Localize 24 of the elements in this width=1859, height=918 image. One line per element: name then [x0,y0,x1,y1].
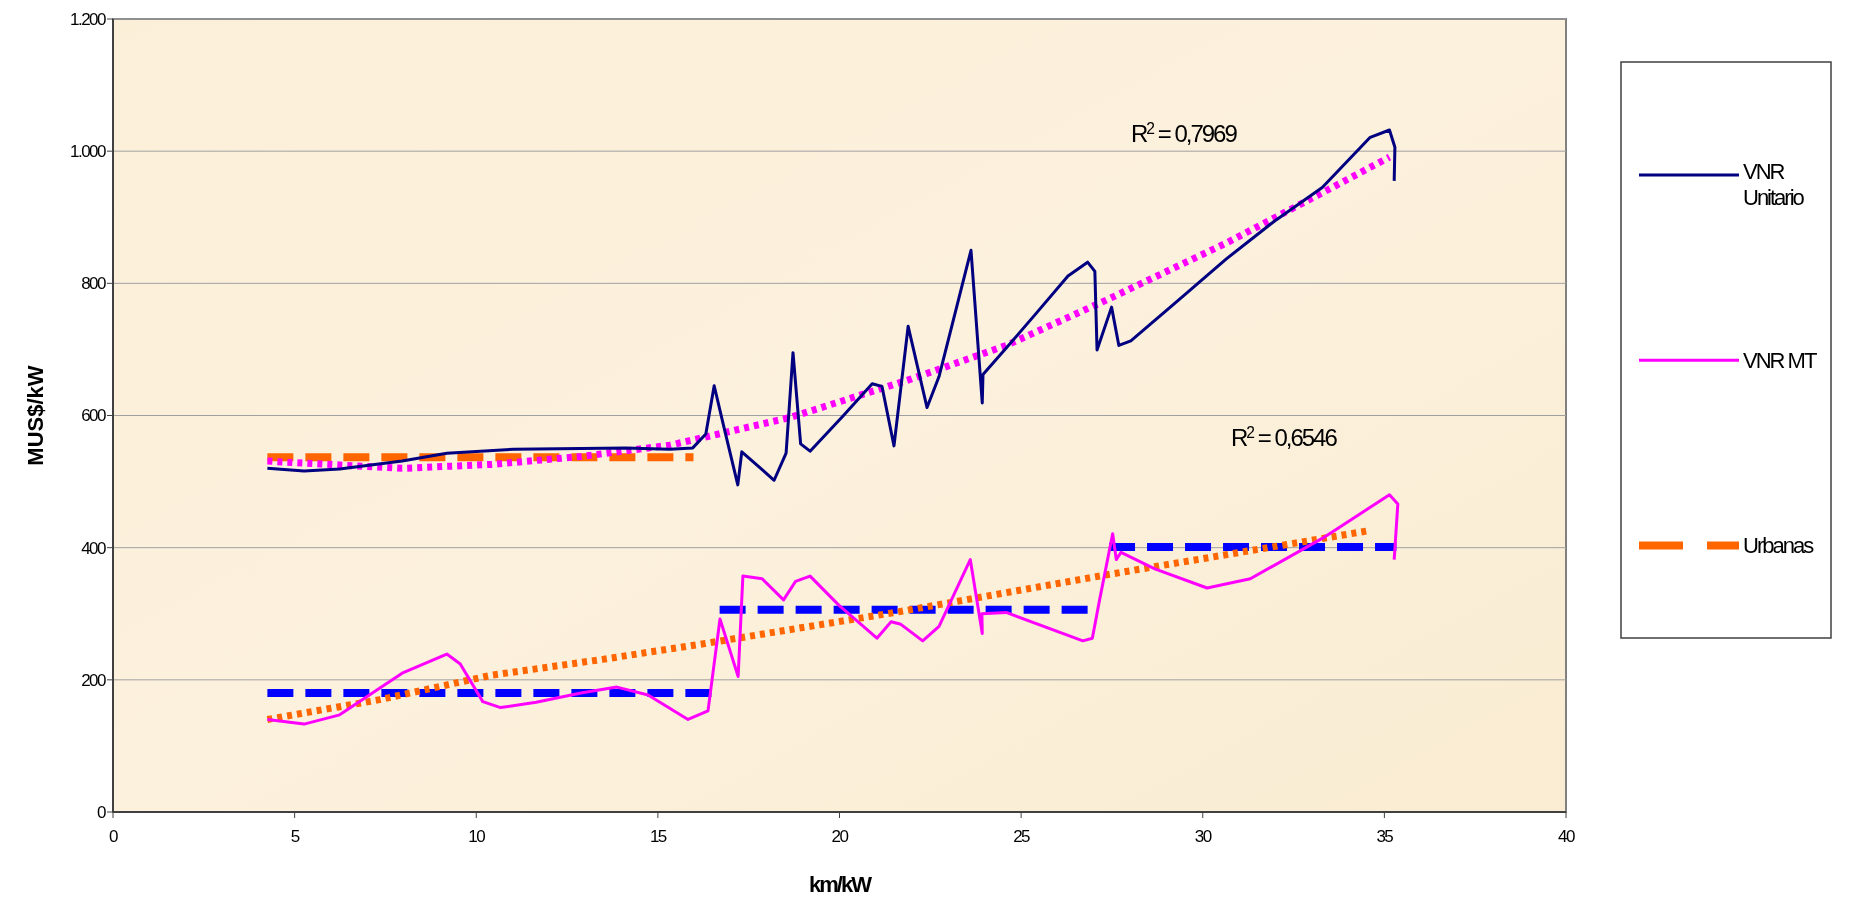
legend-label: VNR MT [1743,348,1817,373]
x-tick-label: 35 [1376,827,1394,846]
legend-label: Urbanas [1743,533,1815,559]
x-tick-label: 30 [1194,827,1212,846]
y-axis-title: MUS$/kW [23,365,48,466]
y-tick-label: 1.000 [69,142,107,162]
x-tick-label: 10 [468,827,486,846]
x-tick-label: 20 [831,827,849,846]
x-tick-label: 15 [649,827,667,846]
y-tick-label: 400 [81,538,107,558]
y-tick-label: 200 [81,670,107,690]
x-tick-label: 0 [109,827,119,846]
y-tick-label: 1.200 [69,9,107,29]
x-tick-label: 40 [1558,827,1575,846]
y-tick-label: 0 [97,802,107,822]
annotation: R$^{2}$ = 0,7969 [1131,119,1238,147]
x-tick-label: 25 [1013,827,1031,846]
y-tick-label: 800 [81,274,107,294]
x-axis-title: km/kW [809,872,873,897]
y-tick-label: 600 [81,406,107,426]
legend-label: VNR Unitario [1743,158,1805,211]
line-series [265,493,1400,726]
x-tick-label: 5 [290,827,300,846]
annotation: R$^{2}$ = 0,6546 [1231,423,1338,451]
